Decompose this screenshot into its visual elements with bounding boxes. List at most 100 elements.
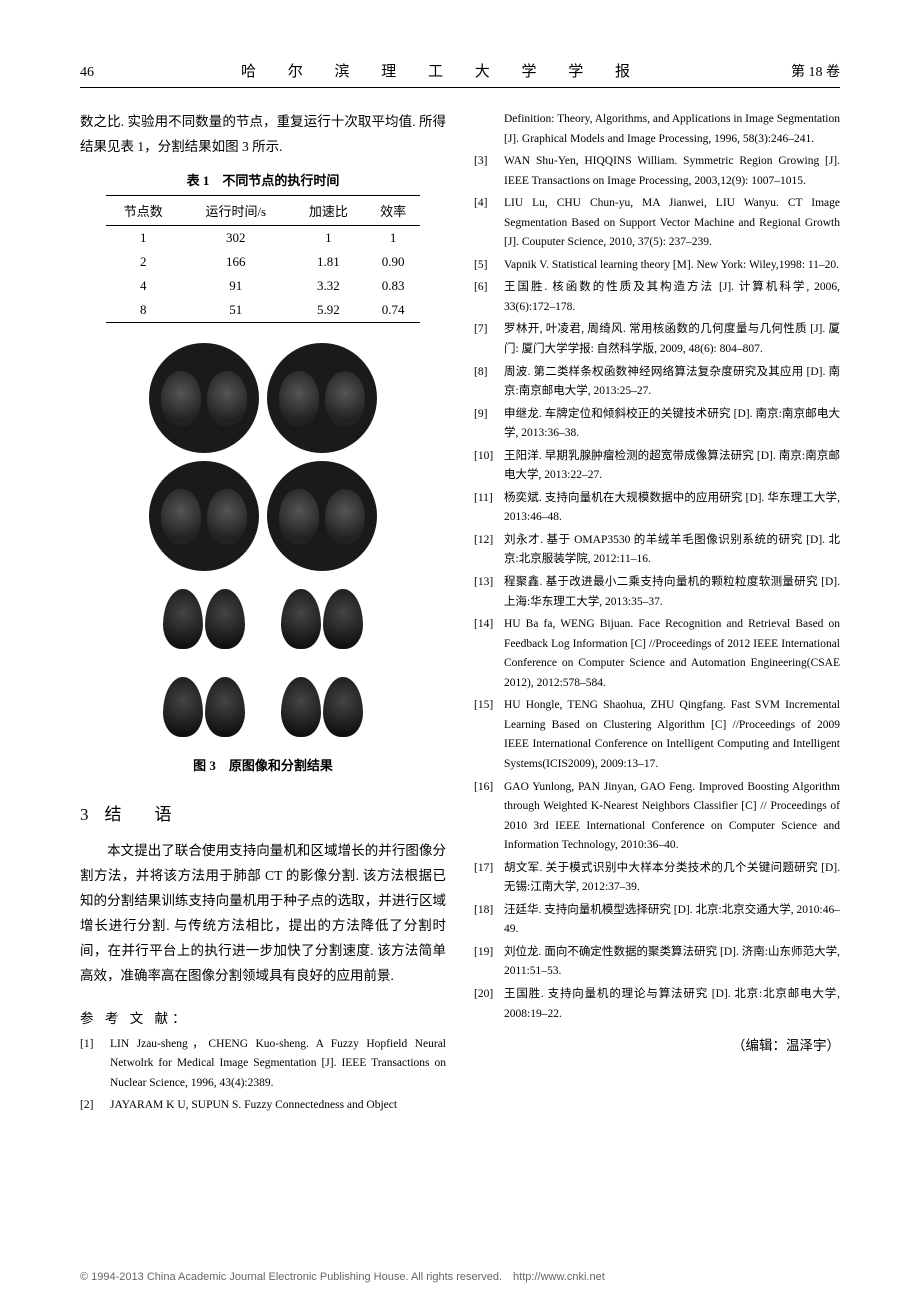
reference-text: 刘永才. 基于 OMAP3530 的羊绒羊毛图像识别系统的研究 [D]. 北京:…: [504, 531, 840, 570]
reference-item: [17]胡文军. 关于模式识别中大样本分类技术的几个关键问题研究 [D]. 无锡…: [474, 859, 840, 898]
reference-number: [17]: [474, 859, 504, 898]
page-header: 46 哈 尔 滨 理 工 大 学 学 报 第 18 卷: [80, 60, 840, 88]
table1-body: 13021121661.810.904913.320.838515.920.74: [106, 225, 421, 322]
reference-item: [9]申继龙. 车牌定位和倾斜校正的关键技术研究 [D]. 南京:南京邮电大学,…: [474, 405, 840, 444]
reference-text: 申继龙. 车牌定位和倾斜校正的关键技术研究 [D]. 南京:南京邮电大学, 20…: [504, 405, 840, 444]
editor-credit: （编辑：温泽宇）: [474, 1034, 840, 1054]
two-column-layout: 数之比. 实验用不同数量的节点，重复运行十次取平均值. 所得结果见表 1，分割结…: [80, 110, 840, 1119]
table-cell: 1: [291, 225, 366, 250]
reference-number: [4]: [474, 194, 504, 253]
reference-text: 杨奕斌. 支持向量机在大规模数据中的应用研究 [D]. 华东理工大学, 2013…: [504, 489, 840, 528]
conclusion-paragraph: 本文提出了联合使用支持向量机和区域增长的并行图像分割方法，并将该方法用于肺部 C…: [80, 839, 446, 989]
reference-item: [20]王国胜. 支持向量机的理论与算法研究 [D]. 北京:北京邮电大学, 2…: [474, 985, 840, 1024]
reference-number: [20]: [474, 985, 504, 1024]
table-cell: 5.92: [291, 298, 366, 323]
reference-number: [474, 110, 504, 149]
reference-text: 王国胜. 支持向量机的理论与算法研究 [D]. 北京:北京邮电大学, 2008:…: [504, 985, 840, 1024]
volume-label: 第 18 卷: [791, 61, 840, 81]
table-cell: 4: [106, 274, 181, 298]
table-cell: 91: [181, 274, 291, 298]
reference-text: Vapnik V. Statistical learning theory [M…: [504, 256, 840, 276]
table-row: 8515.920.74: [106, 298, 421, 323]
reference-text: 程聚鑫. 基于改进最小二乘支持向量机的颗粒粒度软测量研究 [D]. 上海:华东理…: [504, 573, 840, 612]
lung-segmentation: [267, 579, 377, 659]
ct-image: [267, 461, 377, 571]
left-column: 数之比. 实验用不同数量的节点，重复运行十次取平均值. 所得结果见表 1，分割结…: [80, 110, 446, 1119]
reference-number: [11]: [474, 489, 504, 528]
page: 46 哈 尔 滨 理 工 大 学 学 报 第 18 卷 数之比. 实验用不同数量…: [0, 0, 920, 1260]
reference-item: [6]王国胜. 核函数的性质及其构造方法 [J]. 计算机科学, 2006, 3…: [474, 278, 840, 317]
section-title: 结 语: [105, 805, 180, 824]
reference-item: [7]罗林开, 叶凌君, 周绮风. 常用核函数的几何度量与几何性质 [J]. 厦…: [474, 320, 840, 359]
reference-item: [19]刘位龙. 面向不确定性数据的聚类算法研究 [D]. 济南:山东师范大学,…: [474, 943, 840, 982]
copyright-footer: © 1994-2013 China Academic Journal Elect…: [0, 1260, 920, 1304]
reference-item: Definition: Theory, Algorithms, and Appl…: [474, 110, 840, 149]
references-left: [1]LIN Jzau-sheng，CHENG Kuo-sheng. A Fuz…: [80, 1035, 446, 1116]
reference-item: [5]Vapnik V. Statistical learning theory…: [474, 256, 840, 276]
reference-item: [11]杨奕斌. 支持向量机在大规模数据中的应用研究 [D]. 华东理工大学, …: [474, 489, 840, 528]
reference-text: HU Hongle, TENG Shaohua, ZHU Qingfang. F…: [504, 696, 840, 774]
table-row: 21661.810.90: [106, 250, 421, 274]
reference-number: [16]: [474, 778, 504, 856]
right-column: Definition: Theory, Algorithms, and Appl…: [474, 110, 840, 1119]
table-cell: 51: [181, 298, 291, 323]
reference-text: HU Ba fa, WENG Bijuan. Face Recognition …: [504, 615, 840, 693]
reference-number: [6]: [474, 278, 504, 317]
journal-title: 哈 尔 滨 理 工 大 学 学 报: [241, 60, 644, 81]
reference-text: 刘位龙. 面向不确定性数据的聚类算法研究 [D]. 济南:山东师范大学, 201…: [504, 943, 840, 982]
lung-segmentation: [149, 667, 259, 747]
table-cell: 1: [106, 225, 181, 250]
reference-text: JAYARAM K U, SUPUN S. Fuzzy Connectednes…: [110, 1096, 446, 1116]
fig3-row3: [143, 579, 383, 659]
reference-item: [2]JAYARAM K U, SUPUN S. Fuzzy Connected…: [80, 1096, 446, 1116]
reference-number: [8]: [474, 363, 504, 402]
reference-text: 王阳洋. 早期乳腺肿瘤检测的超宽带成像算法研究 [D]. 南京:南京邮电大学, …: [504, 447, 840, 486]
ct-image: [267, 343, 377, 453]
references-label: 参 考 文 献：: [80, 1007, 446, 1027]
reference-number: [10]: [474, 447, 504, 486]
table-cell: 0.83: [366, 274, 420, 298]
fig3-row1: [143, 343, 383, 453]
reference-number: [5]: [474, 256, 504, 276]
reference-item: [15]HU Hongle, TENG Shaohua, ZHU Qingfan…: [474, 696, 840, 774]
reference-text: GAO Yunlong, PAN Jinyan, GAO Feng. Impro…: [504, 778, 840, 856]
table-cell: 8: [106, 298, 181, 323]
section3-heading: 3 结 语: [80, 800, 446, 825]
reference-text: 汪廷华. 支持向量机模型选择研究 [D]. 北京:北京交通大学, 2010:46…: [504, 901, 840, 940]
col-speedup: 加速比: [291, 195, 366, 225]
col-eff: 效率: [366, 195, 420, 225]
section-number: 3: [80, 805, 89, 824]
reference-item: [13]程聚鑫. 基于改进最小二乘支持向量机的颗粒粒度软测量研究 [D]. 上海…: [474, 573, 840, 612]
reference-text: Definition: Theory, Algorithms, and Appl…: [504, 110, 840, 149]
table-cell: 302: [181, 225, 291, 250]
figure3: 图 3 原图像和分割结果: [143, 343, 383, 774]
reference-text: LIN Jzau-sheng，CHENG Kuo-sheng. A Fuzzy …: [110, 1035, 446, 1094]
reference-item: [16]GAO Yunlong, PAN Jinyan, GAO Feng. I…: [474, 778, 840, 856]
reference-item: [12]刘永才. 基于 OMAP3530 的羊绒羊毛图像识别系统的研究 [D].…: [474, 531, 840, 570]
reference-number: [14]: [474, 615, 504, 693]
fig3-row4: [143, 667, 383, 747]
reference-number: [19]: [474, 943, 504, 982]
table-cell: 0.74: [366, 298, 420, 323]
table-cell: 1.81: [291, 250, 366, 274]
reference-item: [14]HU Ba fa, WENG Bijuan. Face Recognit…: [474, 615, 840, 693]
page-number: 46: [80, 65, 94, 81]
ct-image: [149, 343, 259, 453]
reference-text: 周波. 第二类样条权函数神经网络算法复杂度研究及其应用 [D]. 南京:南京邮电…: [504, 363, 840, 402]
table1-caption: 表 1 不同节点的执行时间: [80, 170, 446, 189]
reference-number: [15]: [474, 696, 504, 774]
reference-number: [1]: [80, 1035, 110, 1094]
reference-item: [10]王阳洋. 早期乳腺肿瘤检测的超宽带成像算法研究 [D]. 南京:南京邮电…: [474, 447, 840, 486]
reference-number: [9]: [474, 405, 504, 444]
figure3-caption: 图 3 原图像和分割结果: [143, 755, 383, 774]
reference-text: 罗林开, 叶凌君, 周绮风. 常用核函数的几何度量与几何性质 [J]. 厦门: …: [504, 320, 840, 359]
fig3-row2: [143, 461, 383, 571]
reference-item: [1]LIN Jzau-sheng，CHENG Kuo-sheng. A Fuz…: [80, 1035, 446, 1094]
lung-segmentation: [267, 667, 377, 747]
reference-number: [12]: [474, 531, 504, 570]
col-nodes: 节点数: [106, 195, 181, 225]
reference-item: [4]LIU Lu, CHU Chun-yu, MA Jianwei, LIU …: [474, 194, 840, 253]
lung-segmentation: [149, 579, 259, 659]
table-cell: 1: [366, 225, 420, 250]
table-cell: 3.32: [291, 274, 366, 298]
